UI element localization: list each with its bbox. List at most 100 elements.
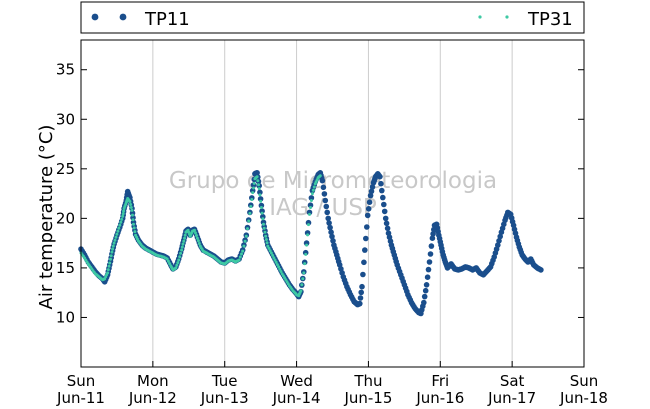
data-point xyxy=(240,252,243,256)
data-point xyxy=(430,231,436,237)
data-point xyxy=(263,230,267,234)
data-point xyxy=(364,212,371,219)
data-point xyxy=(193,228,196,232)
data-point xyxy=(252,186,255,190)
data-point xyxy=(277,265,281,269)
data-point xyxy=(257,189,263,196)
data-point xyxy=(496,238,502,244)
data-point xyxy=(307,202,314,208)
y-tick-label: 35 xyxy=(56,61,75,79)
data-point xyxy=(258,193,262,197)
data-point xyxy=(180,248,184,252)
data-point xyxy=(361,259,367,266)
legend-marker-tp11 xyxy=(91,13,99,21)
data-point xyxy=(262,222,265,226)
data-point xyxy=(260,211,264,215)
data-point xyxy=(304,252,308,256)
data-point xyxy=(118,223,122,227)
data-point xyxy=(111,247,115,251)
data-point xyxy=(106,271,110,275)
data-point xyxy=(195,234,198,237)
data-point xyxy=(369,184,376,190)
legend-label-tp31: TP31 xyxy=(527,9,573,30)
x-tick-label-date: Jun-14 xyxy=(272,389,321,407)
data-point xyxy=(364,224,370,230)
data-point xyxy=(538,267,544,273)
data-point xyxy=(381,201,387,208)
data-point xyxy=(357,295,364,301)
data-point xyxy=(241,249,245,253)
data-point xyxy=(251,191,255,195)
data-point xyxy=(133,230,137,234)
data-point xyxy=(303,240,310,246)
data-point xyxy=(309,206,312,209)
data-point xyxy=(260,219,267,226)
data-point xyxy=(121,214,125,218)
data-point xyxy=(114,235,118,239)
data-point xyxy=(261,217,265,221)
data-point xyxy=(111,244,115,248)
data-point xyxy=(115,232,119,236)
data-point xyxy=(197,242,201,245)
x-tick-label-date: Jun-13 xyxy=(200,389,249,407)
data-point xyxy=(257,183,260,187)
legend-entry-tp11: TP11 xyxy=(91,9,190,30)
data-point xyxy=(324,209,331,216)
data-point xyxy=(109,254,113,258)
data-point xyxy=(132,222,135,226)
x-tick-label-day: Tue xyxy=(211,372,238,390)
x-tick-label-day: Mon xyxy=(137,372,169,390)
data-point xyxy=(422,287,429,294)
data-point xyxy=(310,192,314,196)
x-tick-label-date: Jun-16 xyxy=(415,389,464,407)
data-point xyxy=(329,233,335,240)
data-point xyxy=(175,263,179,267)
data-point xyxy=(129,206,133,209)
series-tp31 xyxy=(79,174,322,298)
data-point xyxy=(132,226,136,230)
data-point xyxy=(242,244,246,248)
data-point xyxy=(106,268,110,272)
legend: TP11 TP31 xyxy=(80,1,585,34)
data-point xyxy=(252,181,256,185)
data-point xyxy=(309,199,313,202)
data-point xyxy=(196,239,200,243)
data-point xyxy=(131,218,135,222)
data-point xyxy=(383,220,390,227)
data-point xyxy=(322,197,329,204)
data-point xyxy=(246,227,249,231)
data-point xyxy=(302,271,306,275)
data-point xyxy=(183,233,187,237)
data-point xyxy=(360,271,366,278)
data-point xyxy=(249,205,253,208)
data-point xyxy=(176,261,180,265)
data-point xyxy=(366,199,373,205)
x-tick-label-day: Sun xyxy=(570,372,599,390)
data-point xyxy=(318,174,322,178)
data-point xyxy=(256,179,260,183)
data-point xyxy=(429,235,436,241)
data-point xyxy=(181,242,185,246)
data-point xyxy=(113,238,117,242)
data-point xyxy=(168,262,172,266)
data-point xyxy=(265,241,269,245)
x-tick-label-day: Wed xyxy=(280,372,313,390)
data-point xyxy=(112,241,116,245)
data-point xyxy=(264,234,268,238)
data-point xyxy=(107,264,111,268)
data-point xyxy=(359,283,365,290)
data-point xyxy=(321,191,328,197)
data-point xyxy=(259,208,265,214)
data-point xyxy=(129,210,136,216)
x-tick-label-date: Jun-12 xyxy=(128,389,177,407)
data-point xyxy=(279,270,283,273)
data-point xyxy=(363,235,369,242)
legend-marker-tp31 xyxy=(478,15,482,19)
data-point xyxy=(121,212,125,216)
data-point xyxy=(299,289,303,293)
x-tick-label-date: Jun-15 xyxy=(343,389,392,407)
x-tick-label-day: Sat xyxy=(500,372,525,390)
y-tick-label: 30 xyxy=(56,110,75,128)
data-point xyxy=(426,259,433,265)
